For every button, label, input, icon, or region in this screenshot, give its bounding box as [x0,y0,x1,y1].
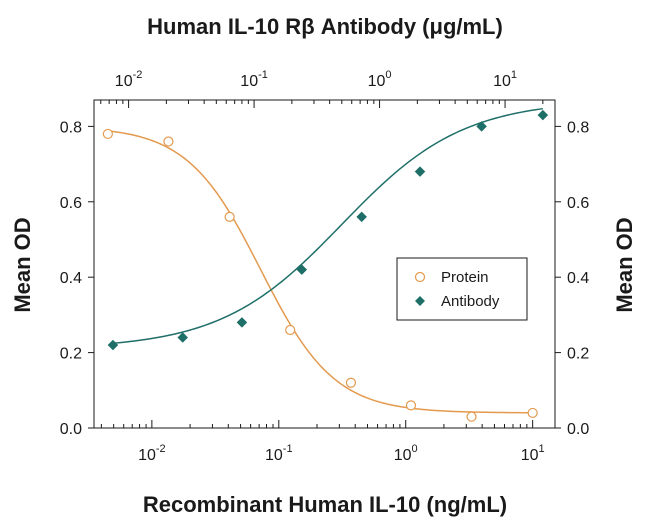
tick-base: 10 [138,447,156,464]
fit-curves [107,107,543,414]
x-top-tick-label: 101 [493,69,517,90]
data-points [102,109,549,422]
y-tick-label-left: 0.8 [60,119,82,136]
legend-box [396,257,528,321]
x-top-tick-label: 10-2 [115,69,143,90]
y-axis-ticks: 0.0 0.0 0.2 0.2 0.4 0.4 0.6 0.6 0.8 0.8 [60,119,590,438]
tick-base: 10 [115,73,133,90]
data-point-protein [163,136,174,147]
y-tick-label-right: 0.4 [567,270,589,287]
y-tick-label-left: 0.0 [60,421,82,438]
legend-label-antibody: Antibody [441,293,500,310]
data-point-antibody [107,339,119,351]
tick-exponent: -1 [283,443,293,455]
tick-base: 10 [394,447,412,464]
tick-base: 10 [265,447,283,464]
legend-marker-antibody [415,296,425,306]
data-point-protein [527,407,538,419]
data-point-antibody [296,264,308,276]
legend: Protein Antibody [396,257,528,321]
y-tick-label-right: 0.0 [567,421,589,438]
tick-exponent: 1 [511,69,517,81]
tick-exponent: -2 [156,443,166,455]
x-bottom-tick-label: 101 [521,443,545,464]
tick-exponent: -2 [133,69,143,81]
y-tick-label-right: 0.6 [567,195,589,212]
legend-label-protein: Protein [441,269,489,286]
x-bottom-tick-label: 100 [394,443,418,464]
data-point-protein [285,324,296,336]
x-top-tick-label: 100 [368,69,392,90]
data-point-antibody [476,121,487,132]
tick-base: 10 [240,73,258,90]
chart-title: Human IL-10 Rβ Antibody (μg/mL) [147,14,503,39]
tick-base: 10 [368,73,386,90]
tick-exponent: 0 [385,69,391,81]
data-point-antibody [177,332,189,343]
tick-exponent: 1 [538,443,544,455]
y-tick-label-right: 0.8 [567,119,589,136]
x-top-tick-label: 10-1 [240,69,268,90]
x-axis-label: Recombinant Human IL-10 (ng/mL) [143,492,507,517]
data-point-antibody [537,109,549,121]
fit-curve-antibody [112,107,543,345]
data-point-protein [224,211,235,222]
x-bottom-tick-label: 10-2 [138,443,166,464]
y-axis-label-right: Mean OD [612,217,637,312]
y-tick-label-left: 0.2 [60,346,82,363]
legend-marker-protein [414,271,426,283]
data-point-antibody [414,166,426,177]
data-point-protein [466,411,477,422]
data-point-antibody [356,211,368,223]
tick-exponent: 0 [412,443,418,455]
data-point-protein [405,400,417,411]
plot-frame [93,99,556,429]
y-tick-label-right: 0.2 [567,346,589,363]
y-axis-label-left: Mean OD [10,217,35,312]
x-bottom-tick-label: 10-1 [265,443,293,464]
data-point-protein [102,128,113,140]
data-point-antibody [236,317,248,328]
tick-base: 10 [493,73,511,90]
tick-exponent: -1 [258,69,268,81]
data-point-protein [345,377,357,388]
tick-base: 10 [521,447,539,464]
y-tick-label-left: 0.6 [60,195,82,212]
y-tick-label-left: 0.4 [60,270,82,287]
fit-curve-protein [107,130,533,414]
